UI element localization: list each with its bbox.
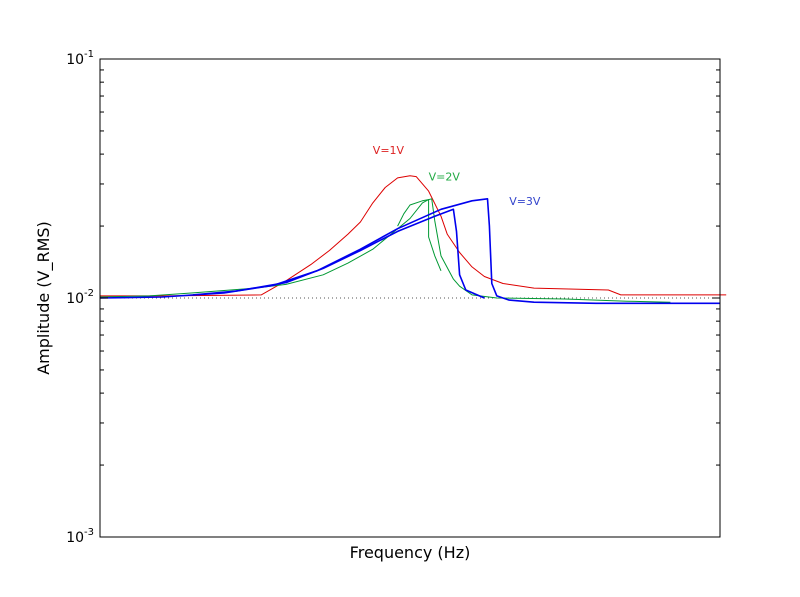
series-line-v-3v-4: [192, 208, 485, 299]
y-tick-label: 10-3: [66, 527, 94, 546]
y-axis-label: Amplitude (V_RMS): [34, 221, 54, 375]
annotations: V=1V V=2V V=3V: [373, 144, 541, 208]
series-line-v-1v-0: [100, 175, 727, 297]
y-axis-ticks: 10-1 10-2 10-3: [66, 49, 720, 546]
series-line-v-2v-2: [397, 199, 442, 271]
plot-area: [99, 175, 727, 305]
annotation-label: V=3V: [509, 195, 541, 208]
annotation-label: V=2V: [429, 171, 461, 184]
annotation-label: V=1V: [373, 144, 405, 157]
y-tick-label: 10-1: [66, 49, 94, 68]
x-axis-label: Frequency (Hz): [350, 543, 471, 562]
y-tick-label: 10-2: [66, 288, 94, 307]
